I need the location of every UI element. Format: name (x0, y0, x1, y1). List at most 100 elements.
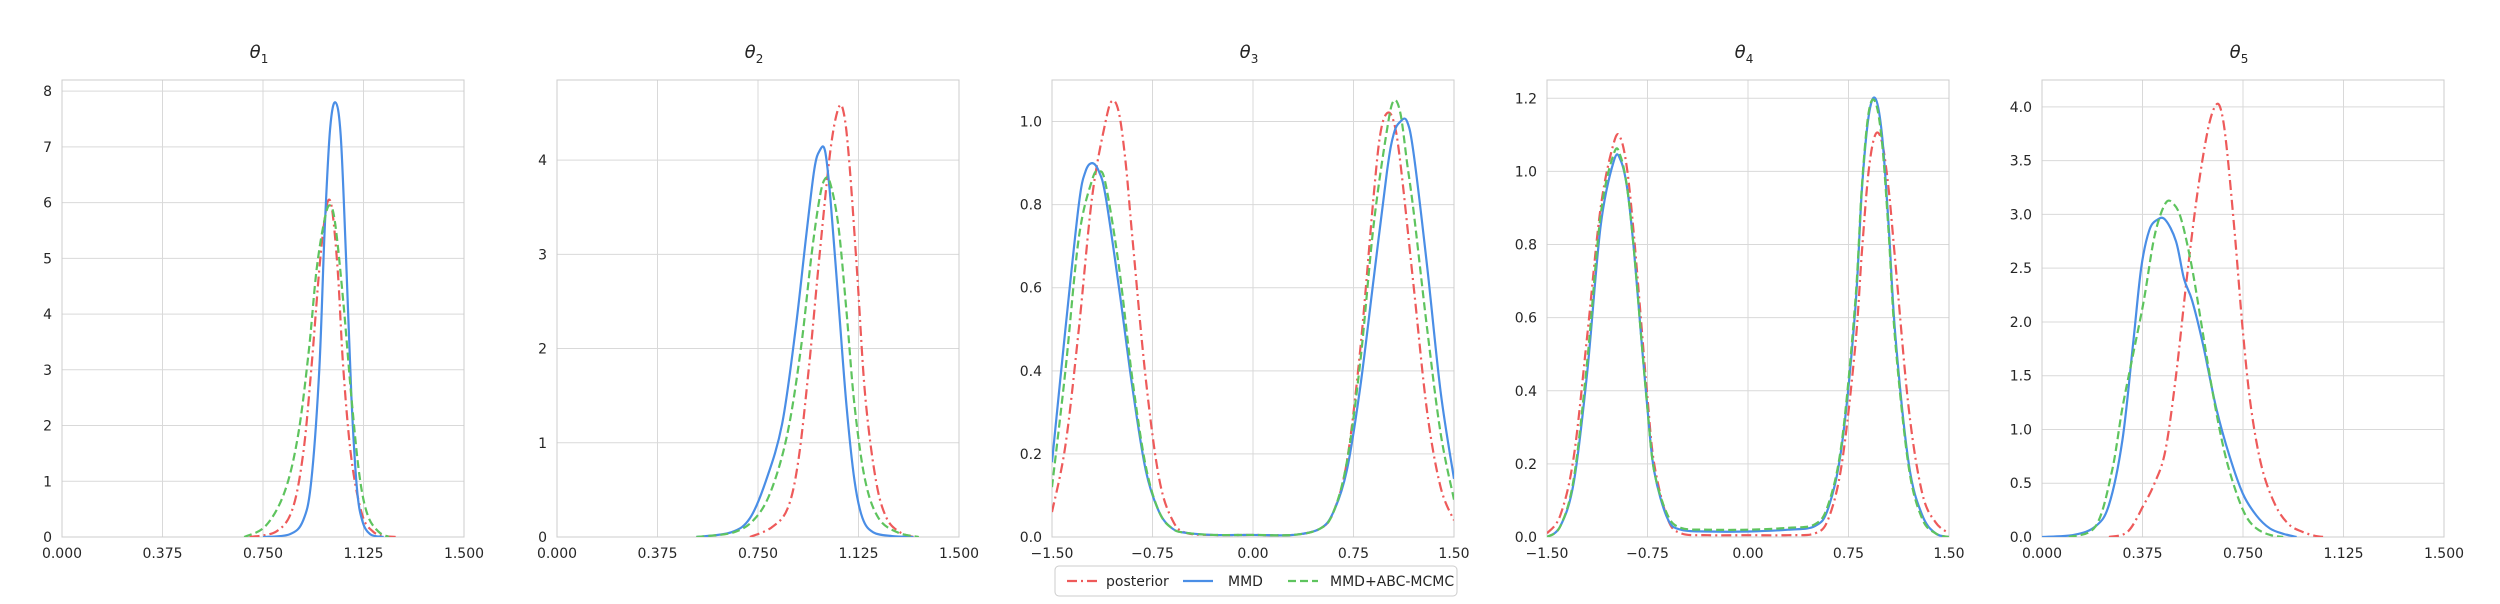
title-symbol: θ (2230, 42, 2241, 63)
y-tick-label: 0.5 (2010, 476, 2032, 492)
y-tick-label: 1.0 (1515, 164, 1537, 180)
series-line-mmd_abc (696, 176, 920, 537)
y-tick-labels: 0 1 2 3 4 5 6 7 8 (43, 84, 52, 546)
series-lines (1052, 98, 1454, 537)
subplot-title: θ2 (745, 42, 764, 66)
y-tick-label: 1.2 (1515, 91, 1537, 107)
x-tick-label: 0.00 (1237, 546, 1268, 562)
x-tick-label: −1.50 (1526, 546, 1569, 562)
y-tick-label: 2.0 (2010, 315, 2032, 331)
x-tick-label: 1.50 (1933, 546, 1964, 562)
axes-frame (1546, 79, 1950, 538)
subplot-3: −1.50 −0.75 0.00 0.75 1.50 0.0 0.2 0.4 0.6 0.8 1.0… (1020, 42, 1470, 562)
x-tick-label: 0.750 (738, 546, 778, 562)
legend-entry-posterior: posterior (1067, 574, 1169, 590)
y-tick-label: 3.0 (2010, 207, 2032, 223)
legend-label-mmd-abc-mcmc: MMD+ABC-MCMC (1330, 574, 1454, 590)
y-tick-label: 0.4 (1515, 384, 1537, 400)
title-subscript: 1 (261, 52, 269, 66)
y-tick-labels: 0.0 0.5 1.0 1.5 2.0 2.5 3.0 3.5 4.0 (2010, 100, 2032, 546)
subplot-title: θ1 (250, 42, 269, 66)
x-tick-label: 0.00 (1732, 546, 1763, 562)
y-tick-label: 1.0 (1020, 115, 1042, 131)
axes-frame (1051, 79, 1455, 538)
subplot-4: −1.50 −0.75 0.00 0.75 1.50 0.0 0.2 0.4 0.6 0.8 1.0… (1515, 42, 1965, 562)
x-tick-label: −0.75 (1626, 546, 1669, 562)
title-symbol: θ (1735, 42, 1746, 63)
legend-entry-mmd-abc-mcmc: MMD+ABC-MCMC (1288, 574, 1454, 590)
y-tick-label: 1.5 (2010, 369, 2032, 385)
x-tick-label: −0.75 (1131, 546, 1174, 562)
y-tick-label: 1 (538, 436, 547, 452)
x-tick-label: 1.500 (939, 546, 979, 562)
x-tick-label: −1.50 (1031, 546, 1074, 562)
y-tick-label: 3.5 (2010, 154, 2032, 170)
y-tick-label: 0.6 (1020, 281, 1042, 297)
x-tick-label: 0.000 (537, 546, 577, 562)
series-line-mmd_abc (243, 204, 390, 537)
y-tick-label: 0.0 (2010, 530, 2032, 546)
series-lines (1547, 96, 1949, 537)
x-tick-label: 0.000 (2022, 546, 2062, 562)
y-tick-label: 8 (43, 84, 52, 100)
legend-label-mmd: MMD (1228, 574, 1263, 590)
y-tick-label: 6 (43, 196, 52, 212)
y-tick-label: 0.2 (1020, 447, 1042, 463)
x-tick-label: 1.125 (2323, 546, 2363, 562)
y-tick-label: 2.5 (2010, 261, 2032, 277)
subplot-title: θ4 (1735, 42, 1754, 66)
subplot-title: θ5 (2230, 42, 2249, 66)
series-line-posterior (749, 103, 914, 537)
x-tick-label: 0.750 (2223, 546, 2263, 562)
title-subscript: 2 (756, 52, 764, 66)
title-symbol: θ (1240, 42, 1251, 63)
y-tick-label: 3 (43, 363, 52, 379)
x-tick-label: 0.000 (42, 546, 82, 562)
title-symbol: θ (745, 42, 756, 63)
y-tick-label: 0.2 (1515, 457, 1537, 473)
y-tick-label: 0.0 (1515, 530, 1537, 546)
x-tick-labels: 0.000 0.375 0.750 1.125 1.500 (537, 546, 979, 562)
y-tick-label: 4.0 (2010, 100, 2032, 116)
subplots: 0.000 0.375 0.750 1.125 1.500012345678θ10.00… (42, 42, 2464, 562)
series-line-mmd (696, 145, 914, 537)
x-tick-label: 0.375 (142, 546, 182, 562)
x-tick-label: 0.375 (637, 546, 677, 562)
y-tick-labels: 0.0 0.2 0.4 0.6 0.8 1.0 (1020, 115, 1042, 546)
legend-entry-mmd: MMD (1183, 574, 1263, 590)
y-tick-label: 0.4 (1020, 364, 1042, 380)
x-tick-label: 1.500 (444, 546, 484, 562)
series-line-mmd (2042, 216, 2297, 537)
y-tick-label: 4 (538, 153, 547, 169)
x-tick-label: 1.125 (343, 546, 383, 562)
y-tick-label: 0.8 (1515, 238, 1537, 254)
x-tick-label: 0.375 (2122, 546, 2162, 562)
series-line-posterior (249, 198, 398, 537)
y-tick-label: 0 (43, 530, 52, 546)
x-tick-label: 1.50 (1438, 546, 1469, 562)
y-tick-label: 7 (43, 140, 52, 156)
x-tick-label: 1.125 (838, 546, 878, 562)
legend-frame (1054, 565, 1458, 597)
title-subscript: 5 (2241, 52, 2249, 66)
x-tick-label: 1.500 (2424, 546, 2464, 562)
y-tick-labels: 0 1 2 3 4 (538, 153, 547, 546)
y-tick-label: 0.8 (1020, 198, 1042, 214)
x-tick-labels: 0.000 0.375 0.750 1.125 1.500 (42, 546, 484, 562)
subplot-5: 0.000 0.375 0.750 1.125 1.500 0.0 0.5 1.0 1.5 2.0… (2010, 42, 2464, 562)
x-tick-labels: 0.000 0.375 0.750 1.125 1.500 (2022, 546, 2464, 562)
series-line-mmd_abc (2068, 199, 2284, 537)
series-lines (243, 101, 398, 537)
x-tick-labels: −1.50 −0.75 0.00 0.75 1.50 (1526, 546, 1965, 562)
x-tick-label: 0.750 (243, 546, 283, 562)
series-line-mmd_abc (1052, 98, 1454, 537)
y-tick-label: 0.0 (1020, 530, 1042, 546)
series-line-posterior (2108, 102, 2327, 537)
y-tick-label: 1 (43, 474, 52, 490)
x-tick-label: 0.75 (1338, 546, 1369, 562)
y-tick-label: 5 (43, 251, 52, 267)
series-line-posterior (1547, 131, 1949, 537)
y-tick-label: 3 (538, 247, 547, 263)
